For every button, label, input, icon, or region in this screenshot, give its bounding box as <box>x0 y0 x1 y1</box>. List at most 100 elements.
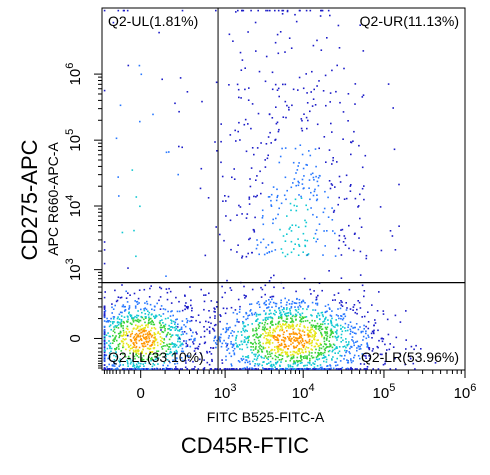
data-point <box>103 358 106 361</box>
data-point <box>267 358 269 361</box>
data-point <box>185 302 187 304</box>
data-point <box>250 346 252 348</box>
data-point <box>138 350 140 352</box>
data-point <box>252 335 254 337</box>
data-point <box>180 357 183 359</box>
data-point <box>255 319 258 321</box>
data-point <box>328 149 331 151</box>
data-point <box>267 341 270 343</box>
data-point <box>187 359 190 361</box>
data-point <box>364 154 367 157</box>
data-point <box>305 204 307 207</box>
data-point <box>148 348 151 351</box>
data-point <box>169 361 171 364</box>
data-point <box>266 368 268 370</box>
data-point <box>340 341 342 343</box>
data-point <box>151 365 154 368</box>
data-point <box>251 351 253 354</box>
data-point <box>350 141 352 143</box>
data-point <box>162 352 165 355</box>
data-point <box>214 342 217 344</box>
data-point <box>337 352 339 354</box>
data-point <box>333 209 336 212</box>
data-point <box>342 313 345 316</box>
data-point <box>272 218 274 221</box>
data-point <box>136 365 138 368</box>
data-point <box>169 352 171 355</box>
data-point <box>214 317 216 319</box>
data-point <box>175 328 178 330</box>
data-point <box>286 353 289 356</box>
data-point <box>122 344 124 347</box>
data-point <box>120 296 123 299</box>
data-point <box>307 306 309 308</box>
data-point <box>242 327 244 330</box>
data-point <box>327 196 329 199</box>
data-point <box>395 368 397 370</box>
data-point <box>294 302 296 304</box>
data-point <box>301 361 303 364</box>
data-point <box>117 323 120 326</box>
data-point <box>244 356 247 358</box>
data-point <box>210 322 212 325</box>
data-point <box>190 304 192 307</box>
data-point <box>175 366 177 368</box>
data-point <box>168 346 171 348</box>
data-point <box>215 306 218 308</box>
data-point <box>275 345 278 348</box>
data-point <box>262 342 264 345</box>
data-point <box>366 343 369 346</box>
data-point <box>252 328 254 330</box>
data-point <box>181 347 184 350</box>
data-point <box>273 286 275 289</box>
data-point <box>113 359 116 361</box>
data-point <box>336 364 339 366</box>
data-point <box>185 340 188 342</box>
data-point <box>277 325 279 327</box>
data-point <box>285 360 287 362</box>
data-point <box>266 307 268 309</box>
data-point <box>329 336 331 339</box>
data-point <box>276 89 279 91</box>
data-point <box>140 73 143 76</box>
data-point <box>340 277 343 279</box>
data-point <box>290 313 292 315</box>
data-point <box>290 305 293 308</box>
data-point <box>295 172 297 174</box>
data-point <box>329 314 332 317</box>
data-point <box>214 315 216 317</box>
data-point <box>307 326 309 329</box>
data-point <box>262 238 265 241</box>
data-point <box>254 216 256 219</box>
data-point <box>331 219 334 221</box>
data-point <box>267 136 270 138</box>
data-point <box>148 318 151 320</box>
data-point <box>272 368 274 370</box>
data-point <box>311 334 314 336</box>
data-point <box>172 326 174 329</box>
data-point <box>245 217 248 219</box>
data-point <box>297 180 299 183</box>
data-point <box>284 176 287 179</box>
data-point <box>264 318 267 321</box>
data-point <box>169 350 172 353</box>
data-point <box>308 352 311 354</box>
data-point <box>181 309 184 312</box>
data-point <box>276 360 279 363</box>
data-point <box>301 312 304 315</box>
data-point <box>257 364 260 367</box>
data-point <box>255 359 258 361</box>
data-point <box>204 341 207 344</box>
data-point <box>314 351 317 354</box>
data-point <box>143 309 146 312</box>
data-point <box>257 350 260 353</box>
data-point <box>133 335 136 338</box>
data-point <box>252 349 255 351</box>
data-point <box>138 64 141 67</box>
data-point <box>265 143 268 145</box>
data-point <box>326 368 328 370</box>
data-point <box>303 187 305 189</box>
data-point <box>359 348 362 350</box>
data-point <box>258 339 260 342</box>
data-point <box>294 198 297 201</box>
